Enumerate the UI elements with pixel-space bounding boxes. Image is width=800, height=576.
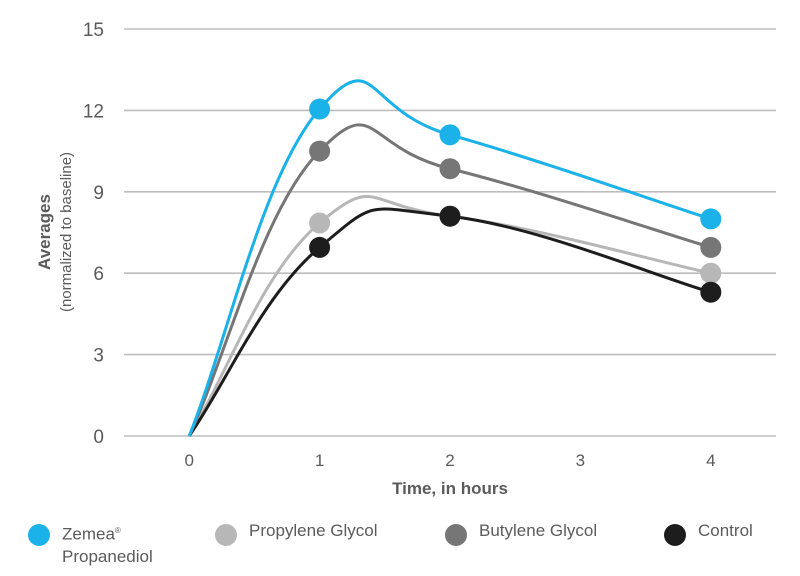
y-tick-label: 9 [93, 183, 104, 204]
series-point-0 [439, 124, 461, 146]
series-line-2 [187, 123, 712, 437]
series-point-1 [309, 212, 331, 234]
y-axis-sublabel: (normalized to baseline) [58, 152, 75, 312]
series-point-3 [309, 236, 331, 258]
x-tick-label: 3 [576, 451, 585, 470]
legend-swatch-butylene-glycol [445, 524, 467, 546]
series-line-3 [187, 207, 712, 437]
legend-label-control: Control [698, 521, 753, 540]
series-point-0 [700, 208, 722, 230]
series-line-0 [187, 79, 712, 437]
series-points [309, 98, 722, 303]
series-line-1 [187, 195, 712, 437]
series-point-0 [309, 98, 331, 120]
y-tick-label: 3 [93, 346, 104, 367]
x-tick-label: 0 [184, 451, 193, 470]
y-tick-label: 6 [93, 264, 104, 285]
x-tick-label: 2 [445, 451, 454, 470]
legend-item-butylene-glycol: Butylene Glycol [445, 520, 597, 546]
y-tick-label: 15 [83, 20, 104, 41]
legend-label-line2: Propanediol [62, 546, 153, 566]
registered-mark: ® [114, 526, 121, 535]
x-tick-labels: 0 1 2 3 4 [184, 451, 715, 470]
legend-item-zemea-propanediol: Zemea® Propanediol [28, 520, 153, 568]
legend-item-control: Control [664, 520, 753, 546]
series-point-2 [439, 158, 461, 180]
x-tick-label: 4 [706, 451, 715, 470]
legend-item-propylene-glycol: Propylene Glycol [215, 520, 378, 546]
legend-swatch-control [664, 524, 686, 546]
legend-swatch-propylene-glycol [215, 524, 237, 546]
legend: Zemea® Propanediol Propylene Glycol Buty… [28, 520, 788, 572]
y-tick-label: 12 [83, 101, 104, 122]
series-point-3 [700, 281, 722, 303]
series-point-2 [309, 140, 331, 162]
y-tick-labels: 0 3 6 9 12 15 [83, 20, 104, 448]
legend-swatch-zemea-propanediol [28, 524, 50, 546]
legend-label-line1: Zemea [62, 524, 115, 544]
legend-label-propylene-glycol: Propylene Glycol [249, 521, 378, 540]
y-axis-label: Averages [35, 194, 54, 270]
legend-label-zemea-propanediol: Zemea® Propanediol [62, 520, 153, 568]
y-tick-label: 0 [93, 427, 104, 448]
legend-label-butylene-glycol: Butylene Glycol [479, 521, 598, 540]
x-tick-label: 1 [315, 451, 324, 470]
series-point-3 [439, 205, 461, 227]
series-point-2 [700, 236, 722, 258]
x-axis-label: Time, in hours [392, 479, 508, 498]
series-point-1 [700, 262, 722, 284]
series-lines [187, 79, 712, 437]
